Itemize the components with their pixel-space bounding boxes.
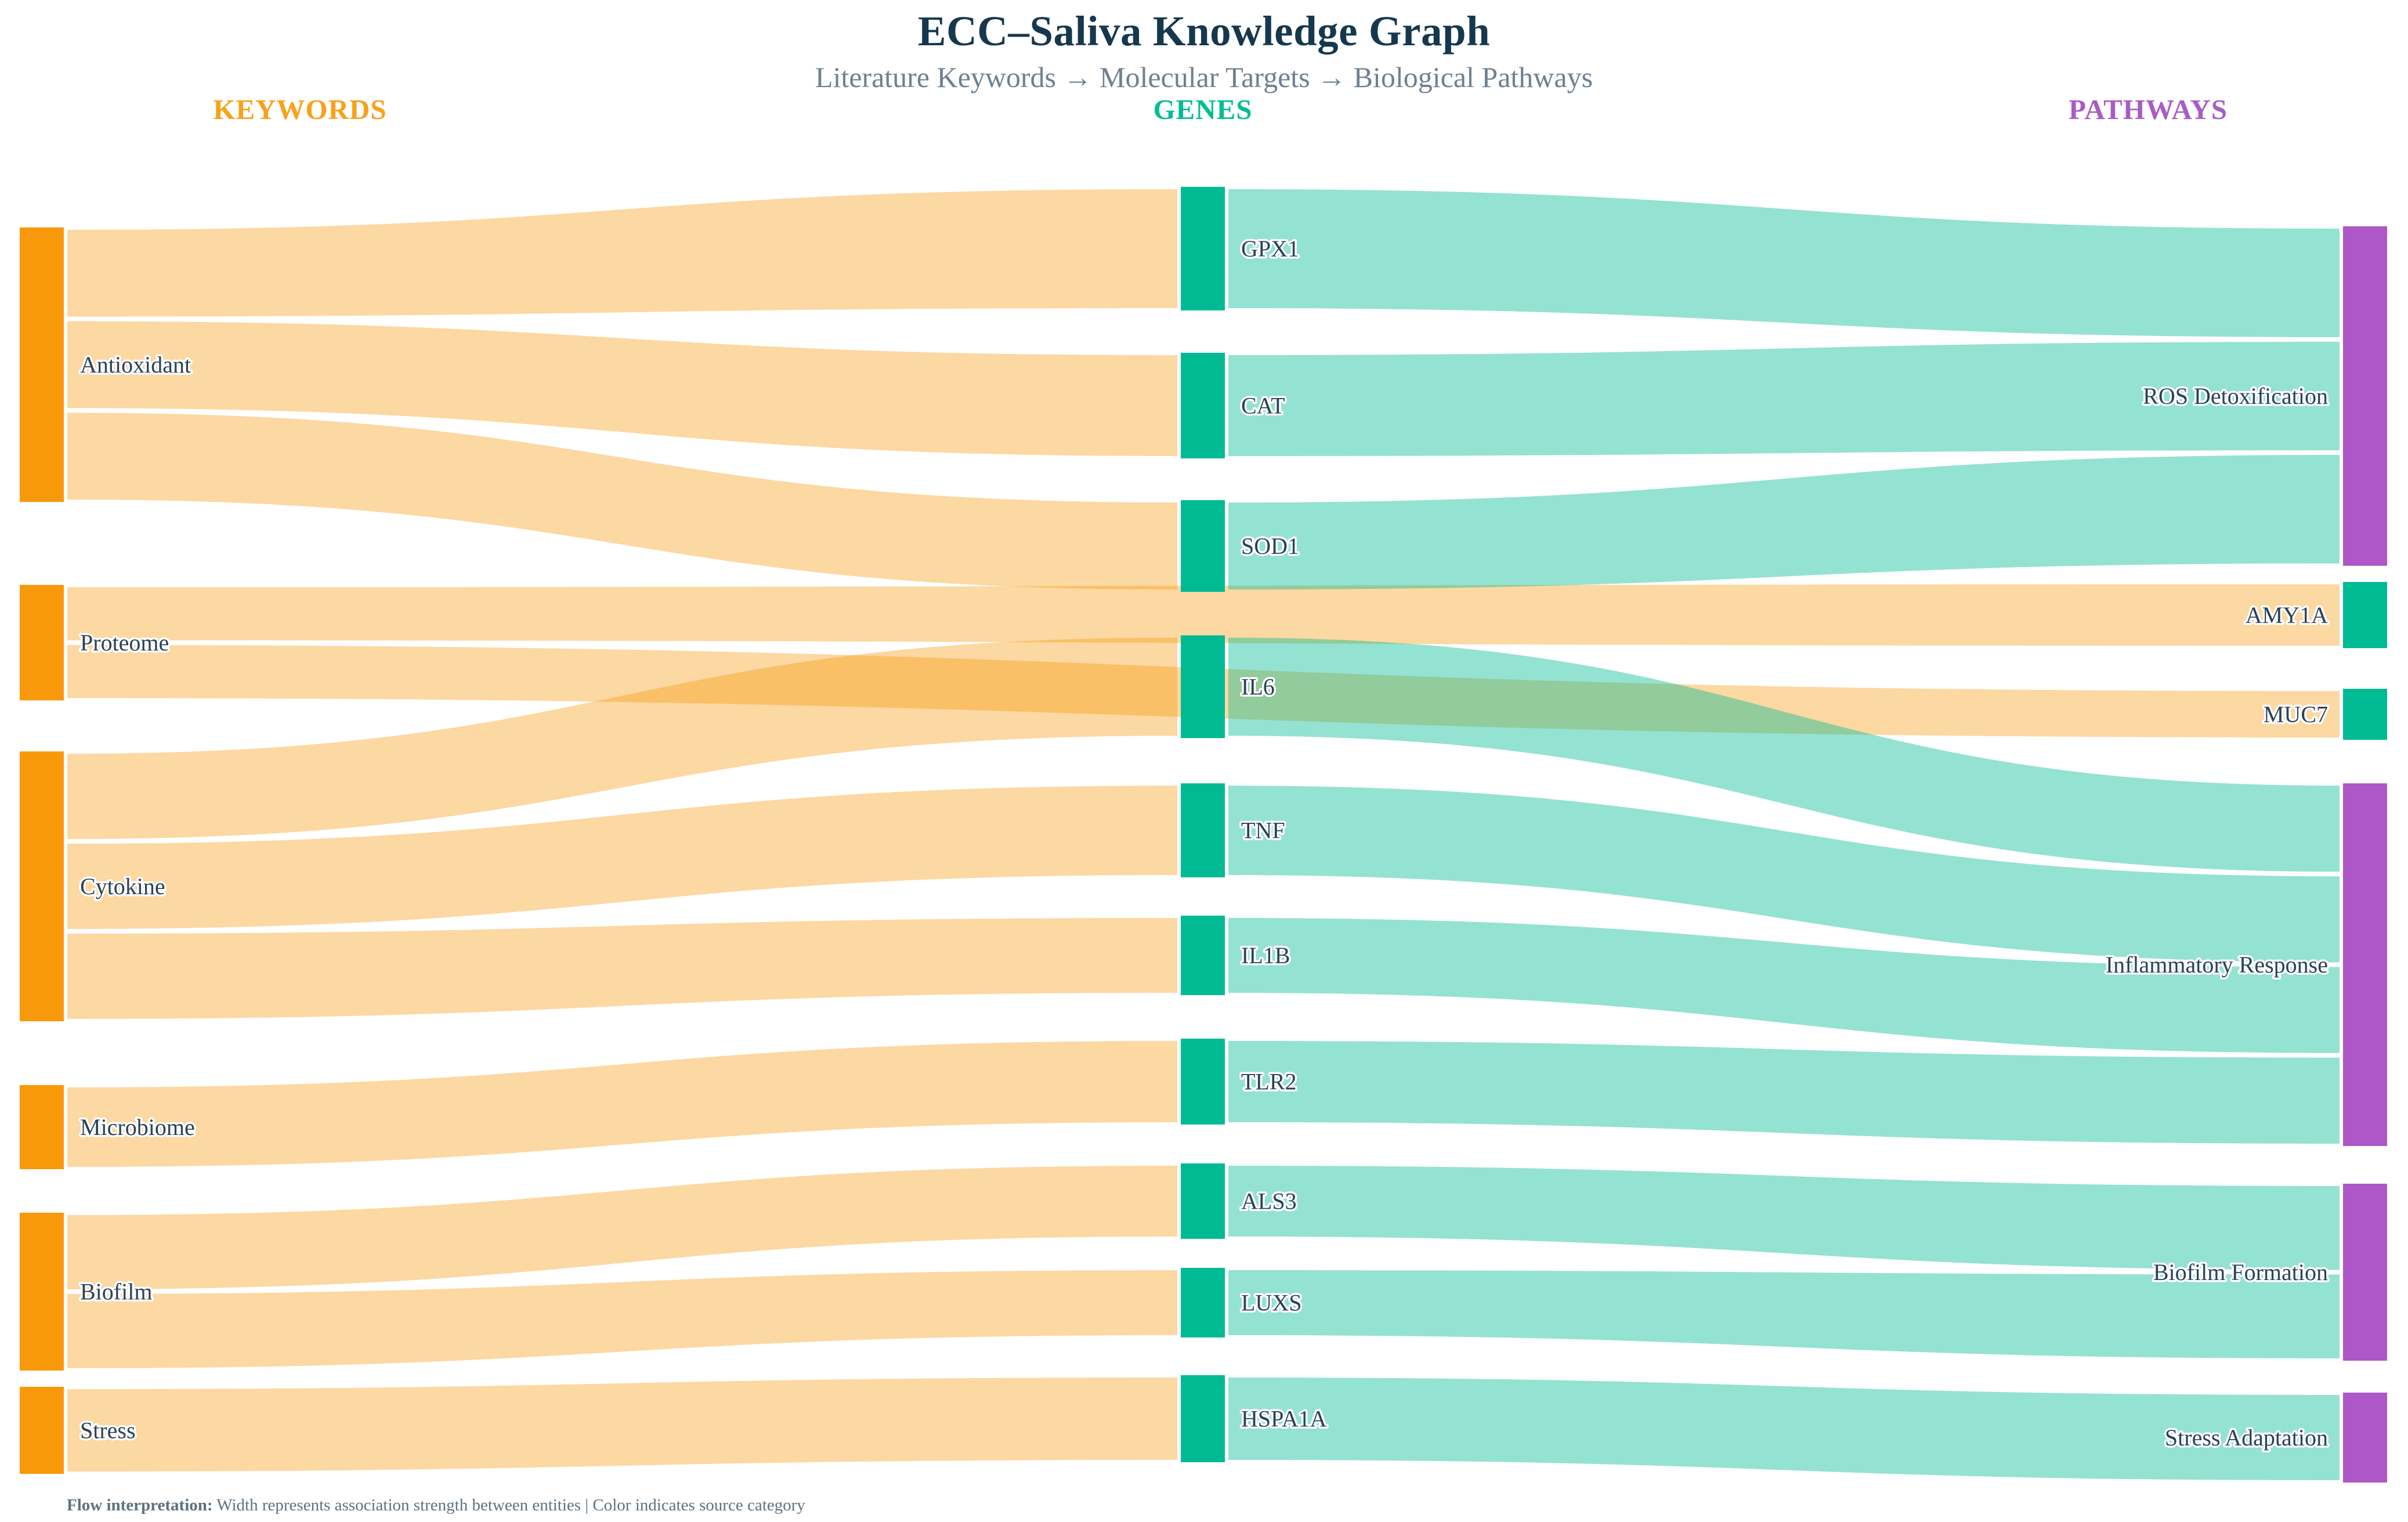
node-ALS3 bbox=[1181, 1163, 1225, 1239]
node-label-Stress: Stress bbox=[80, 1418, 136, 1444]
node-Stress-Adaptation bbox=[2343, 1393, 2387, 1483]
flow-ALS3-Biofilm-Formation bbox=[1228, 1166, 2340, 1270]
node-label-SOD1: SOD1 bbox=[1241, 533, 1299, 559]
node-HSPA1A bbox=[1181, 1375, 1225, 1462]
node-MUC7 bbox=[2343, 689, 2387, 740]
flow-Biofilm-LUXS bbox=[67, 1270, 1177, 1368]
node-Proteome bbox=[20, 585, 64, 700]
node-label-Inflammatory-Response: Inflammatory Response bbox=[2106, 952, 2328, 978]
node-label-AMY1A: AMY1A bbox=[2246, 602, 2328, 628]
flow-Stress-HSPA1A bbox=[67, 1378, 1177, 1472]
chart-title: ECC–Saliva Knowledge Graph bbox=[917, 8, 1491, 55]
flow-Cytokine-TNF bbox=[67, 786, 1177, 929]
flow-Cytokine-IL1B bbox=[67, 918, 1177, 1019]
footer-note-text: Width represents association strength be… bbox=[212, 1496, 805, 1514]
flow-Cytokine-IL6 bbox=[67, 638, 1177, 839]
node-ROS-Detoxification bbox=[2343, 226, 2387, 566]
column-header-keywords: KEYWORDS bbox=[213, 93, 387, 125]
flow-Biofilm-ALS3 bbox=[67, 1166, 1177, 1289]
node-label-MUC7: MUC7 bbox=[2264, 702, 2328, 728]
flow-CAT-ROS-Detoxification bbox=[1228, 342, 2340, 456]
flow-Antioxidant-SOD1 bbox=[67, 413, 1177, 590]
flow-Antioxidant-CAT bbox=[67, 321, 1177, 456]
flow-Proteome-AMY1A bbox=[67, 584, 2340, 646]
node-label-TLR2: TLR2 bbox=[1241, 1069, 1297, 1095]
column-header-pathways: PATHWAYS bbox=[2069, 93, 2228, 125]
node-label-GPX1: GPX1 bbox=[1241, 236, 1299, 262]
node-label-Biofilm: Biofilm bbox=[80, 1279, 152, 1305]
flow-IL6-Inflammatory-Response bbox=[1228, 638, 2340, 872]
flow-TLR2-Inflammatory-Response bbox=[1228, 1041, 2340, 1144]
node-TNF bbox=[1181, 783, 1225, 877]
column-header-genes: GENES bbox=[1153, 93, 1253, 125]
node-label-LUXS: LUXS bbox=[1241, 1290, 1301, 1316]
node-label-Microbiome: Microbiome bbox=[80, 1114, 195, 1140]
node-Inflammatory-Response bbox=[2343, 783, 2387, 1146]
node-label-HSPA1A: HSPA1A bbox=[1241, 1406, 1327, 1432]
footer-note: Flow interpretation: Width represents as… bbox=[67, 1496, 805, 1515]
node-SOD1 bbox=[1181, 500, 1225, 592]
node-GPX1 bbox=[1181, 187, 1225, 310]
flow-Microbiome-TLR2 bbox=[67, 1041, 1177, 1167]
flow-IL1B-Inflammatory-Response bbox=[1228, 918, 2340, 1053]
flow-SOD1-ROS-Detoxification bbox=[1228, 455, 2340, 590]
chart-subtitle: Literature Keywords → Molecular Targets … bbox=[815, 61, 1593, 93]
node-IL6 bbox=[1181, 635, 1225, 738]
node-label-CAT: CAT bbox=[1241, 393, 1285, 419]
node-label-Antioxidant: Antioxidant bbox=[80, 352, 191, 378]
node-label-IL6: IL6 bbox=[1241, 674, 1275, 700]
node-AMY1A bbox=[2343, 582, 2387, 648]
node-label-Cytokine: Cytokine bbox=[80, 873, 165, 899]
node-LUXS bbox=[1181, 1268, 1225, 1337]
flow-GPX1-ROS-Detoxification bbox=[1228, 189, 2340, 337]
node-CAT bbox=[1181, 353, 1225, 458]
node-Cytokine bbox=[20, 751, 64, 1021]
node-label-Proteome: Proteome bbox=[80, 630, 169, 656]
node-label-Biofilm-Formation: Biofilm Formation bbox=[2153, 1259, 2328, 1285]
node-label-TNF: TNF bbox=[1241, 818, 1285, 844]
node-TLR2 bbox=[1181, 1039, 1225, 1125]
flow-LUXS-Biofilm-Formation bbox=[1228, 1270, 2340, 1358]
flow-HSPA1A-Stress-Adaptation bbox=[1228, 1378, 2340, 1480]
node-Antioxidant bbox=[20, 227, 64, 502]
node-label-ROS-Detoxification: ROS Detoxification bbox=[2143, 383, 2328, 409]
flow-Antioxidant-GPX1 bbox=[67, 189, 1177, 317]
node-Microbiome bbox=[20, 1085, 64, 1169]
footer-note-lead: Flow interpretation: bbox=[67, 1496, 213, 1514]
node-label-ALS3: ALS3 bbox=[1241, 1188, 1297, 1214]
node-Biofilm-Formation bbox=[2343, 1184, 2387, 1361]
flow-TNF-Inflammatory-Response bbox=[1228, 786, 2340, 963]
node-Biofilm bbox=[20, 1213, 64, 1371]
node-label-Stress-Adaptation: Stress Adaptation bbox=[2165, 1425, 2328, 1451]
node-Stress bbox=[20, 1387, 64, 1474]
node-label-IL1B: IL1B bbox=[1241, 942, 1290, 968]
node-IL1B bbox=[1181, 916, 1225, 995]
